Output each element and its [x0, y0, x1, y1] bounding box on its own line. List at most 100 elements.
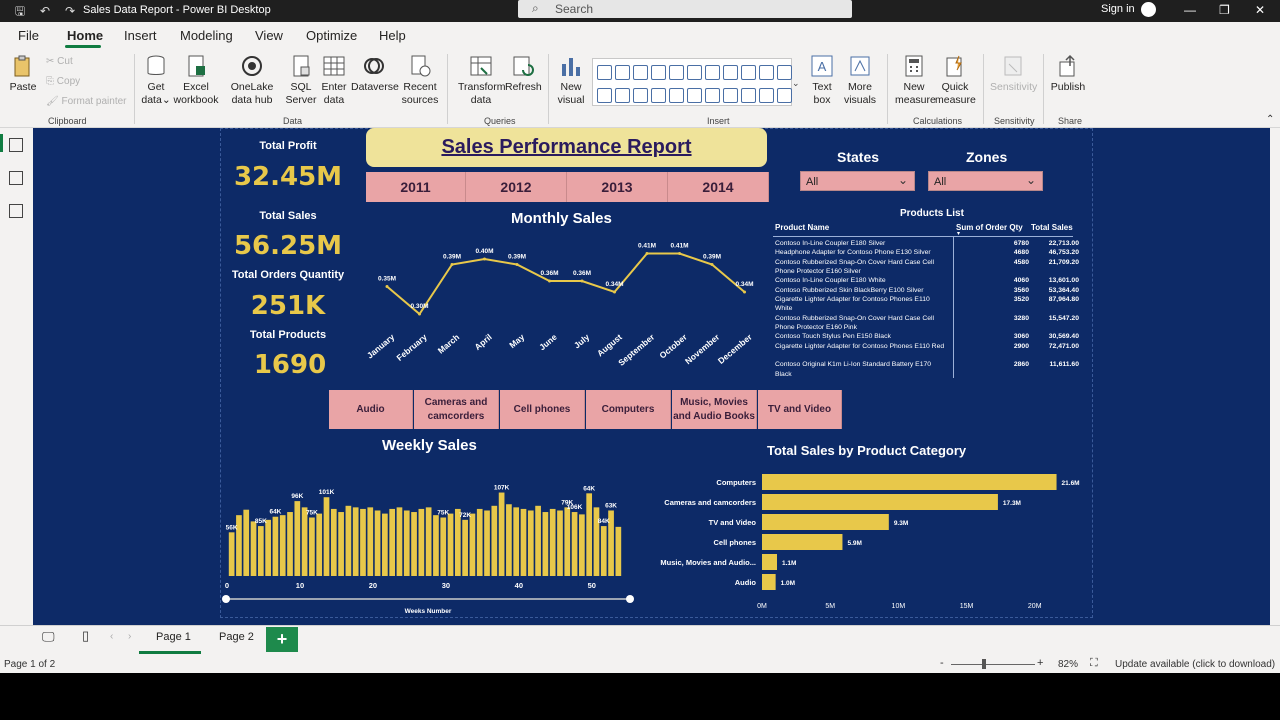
- category-bar[interactable]: [762, 534, 843, 550]
- recent-sources-button[interactable]: Recent sources: [398, 54, 442, 107]
- monthly-sales-chart[interactable]: 0.35M January 0.30M February 0.39M March 0.40M…: [355, 230, 765, 380]
- weekly-bar[interactable]: [330, 508, 337, 576]
- weekly-bar[interactable]: [513, 507, 520, 576]
- data-point[interactable]: [710, 263, 714, 266]
- data-point[interactable]: [483, 257, 486, 261]
- gallery-expand-icon[interactable]: ⌄: [792, 78, 800, 88]
- category-sales-chart[interactable]: Computers 21.6M Cameras and camcorders 17.3…: [640, 465, 1090, 615]
- zones-dropdown[interactable]: All ⌄: [928, 171, 1043, 191]
- publish-button[interactable]: Publish: [1050, 54, 1086, 94]
- data-point[interactable]: [418, 312, 421, 316]
- table-row[interactable]: Cigarette Lighter Adapter for Contoso Ph…: [775, 342, 1079, 360]
- weekly-bar[interactable]: [338, 512, 344, 576]
- add-page-button[interactable]: +: [266, 627, 298, 652]
- table-row[interactable]: Headphone Adapter for Contoso Phone E130…: [775, 248, 1079, 257]
- category-button-music[interactable]: Music, Movies and Audio Books: [672, 390, 757, 429]
- data-point[interactable]: [645, 252, 649, 255]
- get-data-button[interactable]: Get data⌄: [140, 54, 172, 107]
- quick-measure-button[interactable]: Quick measure: [935, 54, 976, 107]
- data-point[interactable]: [385, 285, 389, 288]
- page-tab-2[interactable]: Page 2: [219, 631, 254, 643]
- data-point[interactable]: [678, 252, 681, 255]
- visual-type-icon[interactable]: [687, 88, 702, 103]
- visual-type-icon[interactable]: [633, 88, 648, 103]
- weekly-bar[interactable]: [484, 510, 490, 576]
- category-button-cameras[interactable]: Cameras and camcorders: [414, 390, 499, 429]
- weekly-bar[interactable]: [615, 526, 622, 576]
- range-slider-end-handle[interactable]: [626, 595, 634, 603]
- weekly-bar[interactable]: [557, 510, 563, 576]
- table-row[interactable]: Contoso Original K1m Li-Ion Standard Bat…: [775, 360, 1079, 378]
- table-row[interactable]: Contoso Touch Stylus Pen E150 Black 3060 3…: [775, 332, 1079, 341]
- weekly-bar[interactable]: [301, 507, 308, 576]
- weekly-bar[interactable]: [491, 505, 498, 576]
- column-header-product-name[interactable]: Product Name: [775, 223, 830, 232]
- tab-home[interactable]: Home: [67, 28, 104, 43]
- year-button-2011[interactable]: 2011: [366, 172, 466, 202]
- weekly-bar[interactable]: [345, 505, 352, 576]
- next-page-icon[interactable]: ›: [128, 631, 132, 642]
- sql-server-button[interactable]: SQL Server: [285, 54, 317, 107]
- category-bar[interactable]: [762, 494, 998, 510]
- close-icon[interactable]: ✕: [1255, 3, 1266, 17]
- visual-type-icon[interactable]: [597, 65, 612, 80]
- sign-in-link[interactable]: Sign in: [1101, 3, 1135, 15]
- category-button-computers[interactable]: Computers: [586, 390, 671, 429]
- table-row[interactable]: Contoso Rubberized Snap-On Cover Hard Ca…: [775, 314, 1079, 332]
- search-box[interactable]: ⌕ Search: [518, 0, 852, 18]
- data-point[interactable]: [548, 279, 551, 283]
- visual-type-icon[interactable]: [777, 88, 792, 103]
- text-box-button[interactable]: A Text box: [807, 54, 837, 107]
- table-row[interactable]: Contoso Rubberized Snap-On Cover Hard Ca…: [775, 258, 1079, 276]
- range-slider-start-handle[interactable]: [222, 595, 230, 603]
- weekly-bar[interactable]: [447, 513, 454, 576]
- weekly-bar[interactable]: [367, 507, 374, 576]
- format-painter-button[interactable]: 🖌 Format painter: [46, 96, 127, 107]
- page-tab-1[interactable]: Page 1: [156, 631, 191, 643]
- category-bar[interactable]: [762, 574, 776, 590]
- weekly-bar[interactable]: [476, 508, 483, 576]
- prev-page-icon[interactable]: ‹: [110, 631, 114, 642]
- weekly-bar[interactable]: [250, 521, 257, 576]
- states-dropdown[interactable]: All ⌄: [800, 171, 915, 191]
- weekly-bar[interactable]: [257, 526, 264, 576]
- weekly-bar[interactable]: [279, 515, 286, 576]
- weekly-bar[interactable]: [498, 492, 505, 576]
- weekly-bar[interactable]: [294, 501, 301, 576]
- year-button-2014[interactable]: 2014: [668, 172, 769, 202]
- weekly-bar[interactable]: [323, 497, 330, 576]
- enter-data-button[interactable]: Enter data: [319, 54, 349, 107]
- visual-type-icon[interactable]: [741, 88, 756, 103]
- visual-type-icon[interactable]: [669, 88, 684, 103]
- weekly-bar[interactable]: [265, 519, 271, 576]
- visual-type-icon[interactable]: [633, 65, 648, 80]
- table-row[interactable]: Contoso Rubberized Skin BlackBerry E100 …: [775, 286, 1079, 295]
- year-button-2012[interactable]: 2012: [466, 172, 567, 202]
- weekly-bar[interactable]: [374, 510, 381, 576]
- weekly-bar[interactable]: [236, 515, 242, 576]
- dataverse-button[interactable]: Dataverse: [351, 54, 399, 94]
- weekly-bar[interactable]: [440, 517, 447, 577]
- table-row[interactable]: Contoso In-Line Coupler E180 White 4060 13…: [775, 276, 1079, 285]
- visual-type-icon[interactable]: [651, 65, 666, 80]
- weekly-bar[interactable]: [243, 509, 250, 576]
- visual-type-icon[interactable]: [597, 88, 612, 103]
- visual-type-icon[interactable]: [759, 65, 774, 80]
- table-row[interactable]: Cigarette Lighter Adapter for Contoso Ph…: [775, 295, 1079, 313]
- weekly-bar[interactable]: [506, 504, 512, 576]
- redo-icon[interactable]: ↷: [64, 4, 76, 18]
- visual-type-icon[interactable]: [615, 88, 630, 103]
- refresh-button[interactable]: Refresh: [505, 54, 542, 94]
- weekly-bar[interactable]: [287, 512, 293, 576]
- weekly-bar[interactable]: [469, 513, 476, 576]
- copy-button[interactable]: ⎘ Copy: [46, 76, 81, 87]
- weekly-bar[interactable]: [396, 507, 403, 576]
- more-visuals-button[interactable]: More visuals: [840, 54, 880, 107]
- tab-help[interactable]: Help: [379, 28, 406, 43]
- weekly-bar[interactable]: [586, 493, 593, 576]
- weekly-bar[interactable]: [454, 508, 461, 576]
- zoom-out-button[interactable]: -: [940, 657, 944, 669]
- weekly-bar[interactable]: [593, 507, 600, 576]
- new-visual-button[interactable]: New visual: [556, 54, 586, 107]
- tab-modeling[interactable]: Modeling: [180, 28, 233, 43]
